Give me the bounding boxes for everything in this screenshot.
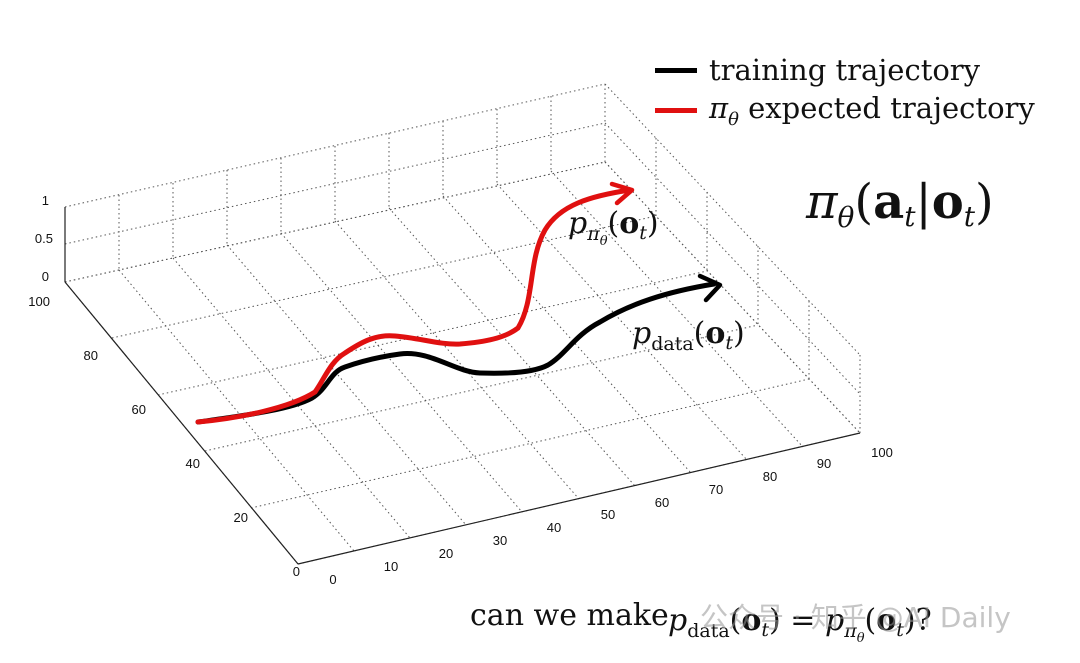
- expected-trajectory-arrowhead: [609, 181, 635, 206]
- x-tick: 100: [871, 445, 893, 460]
- z-tick: 0: [42, 269, 49, 284]
- x-tick: 10: [384, 559, 398, 574]
- back-wall-grid: [64, 83, 606, 283]
- x-tick: 40: [547, 520, 561, 535]
- x-tick: 20: [439, 546, 453, 561]
- caption: can we make: [470, 598, 669, 633]
- x-tick: 70: [709, 482, 723, 497]
- policy-label: πθ(at|ot): [805, 174, 994, 234]
- z-tick: 1: [42, 193, 49, 208]
- y-tick: 100: [28, 294, 50, 309]
- legend-item-expected: πθ expected trajectory: [655, 90, 1035, 130]
- expected-trajectory-line: [195, 187, 633, 425]
- y-tick: 40: [186, 456, 200, 471]
- floor-grid: [64, 161, 861, 565]
- y-tick-labels: 100 80 60 40 20 0: [28, 294, 300, 579]
- data-distribution-label: pdata(ot): [632, 316, 745, 355]
- legend-swatch-red: [655, 107, 697, 113]
- legend: training trajectory πθ expected trajecto…: [655, 50, 1035, 130]
- z-tick-labels: 1 0.5 0: [35, 193, 53, 284]
- y-axis: [64, 281, 299, 565]
- y-tick: 60: [132, 402, 146, 417]
- legend-item-training: training trajectory: [655, 50, 1035, 90]
- x-tick: 30: [493, 533, 507, 548]
- legend-label: expected trajectory: [748, 90, 1035, 125]
- training-trajectory-line: [195, 281, 717, 425]
- y-tick: 80: [84, 348, 98, 363]
- legend-swatch-black: [655, 67, 697, 73]
- x-tick: 90: [817, 456, 831, 471]
- caption-equation: pdata(ot) = pπθ(ot)?: [668, 603, 932, 646]
- right-wall-grid: [604, 83, 861, 434]
- watermark: 公众号 · 知乎 @AI Daily: [700, 601, 1011, 634]
- x-tick-labels: 0 10 20 30 40 50 60 70 80 90 100: [329, 445, 892, 587]
- y-tick: 0: [293, 564, 300, 579]
- training-trajectory-arrowhead: [697, 273, 723, 303]
- x-axis: [297, 432, 861, 565]
- y-tick: 20: [234, 510, 248, 525]
- x-tick: 0: [329, 572, 336, 587]
- legend-theta-subscript: θ: [728, 108, 739, 130]
- legend-label: training trajectory: [709, 53, 981, 87]
- x-tick: 80: [763, 469, 777, 484]
- x-tick: 60: [655, 495, 669, 510]
- expected-distribution-label: pπθ(ot): [568, 206, 659, 249]
- caption-prefix: can we make: [470, 598, 669, 633]
- legend-pi-symbol: π: [709, 90, 729, 125]
- z-tick: 0.5: [35, 231, 53, 246]
- x-tick: 50: [601, 507, 615, 522]
